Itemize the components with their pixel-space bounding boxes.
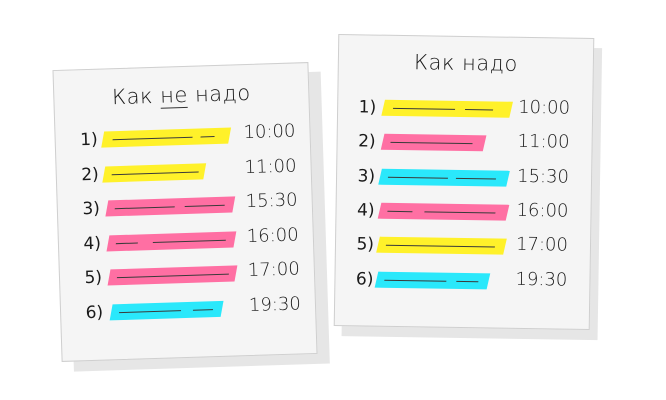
placeholder-line [114, 206, 175, 210]
list-item: 5) 17:00 [336, 234, 592, 260]
placeholder-line [390, 142, 473, 145]
list-item: 1) 10:00 [338, 97, 594, 123]
left-sheet-title: Как не надо [54, 79, 309, 111]
placeholder-line [384, 279, 447, 282]
item-number: 1) [79, 129, 99, 151]
list-item: 1) 10:00 [55, 120, 312, 153]
title-text: надо [187, 80, 252, 107]
list-item: 4) 16:00 [59, 223, 316, 256]
placeholder-line [192, 308, 214, 311]
placeholder-line [387, 176, 449, 179]
list-item: 6) 19:30 [61, 292, 318, 325]
highlight-bar-pink [377, 202, 510, 221]
highlight-bar-yellow [376, 236, 507, 255]
item-number: 4) [356, 200, 375, 221]
item-number: 1) [358, 97, 377, 118]
item-time: 15:30 [516, 165, 570, 188]
item-time: 10:00 [518, 96, 571, 119]
item-number: 2) [81, 164, 100, 185]
item-time: 16:00 [516, 199, 569, 222]
list-item: 5) 17:00 [60, 258, 317, 291]
highlight-bar-cyan [378, 168, 510, 187]
highlight-bar-pink [105, 196, 236, 217]
title-underlined-word: не [159, 82, 189, 109]
item-number: 6) [85, 302, 104, 323]
item-time: 15:30 [245, 189, 298, 213]
item-time: 16:00 [246, 223, 299, 247]
item-time: 11:00 [244, 154, 297, 178]
placeholder-line [115, 241, 138, 244]
item-number: 2) [358, 131, 376, 152]
list-item: 2) 11:00 [337, 131, 593, 157]
placeholder-line [392, 107, 456, 111]
placeholder-line [385, 244, 495, 248]
placeholder-line [387, 210, 413, 213]
list-item: 3) 15:30 [337, 165, 593, 192]
highlight-bar-pink [380, 134, 487, 152]
left-sheet-paper: Как не надо 1) 10:00 2) 11:00 3) 15:30 4) 16:00… [52, 62, 318, 362]
item-number: 5) [356, 234, 375, 255]
placeholder-line [116, 273, 229, 279]
item-number: 3) [82, 198, 101, 220]
right-sheet-title: Как надо [413, 50, 518, 76]
left-sheet: Как не надо 1) 10:00 2) 11:00 3) 15:30 4) 16:00… [52, 62, 330, 372]
right-sheet-paper: Как надо 1) 10:00 2) 11:00 3) 15:30 4) 16:00 5) 1… [333, 34, 595, 330]
item-number: 5) [84, 267, 103, 289]
item-time: 17:00 [515, 234, 569, 256]
title-text: Как [111, 83, 161, 110]
highlight-bar-yellow [102, 162, 207, 183]
placeholder-line [184, 204, 225, 208]
placeholder-line [464, 109, 494, 111]
item-number: 6) [355, 268, 374, 290]
item-time: 17:00 [247, 258, 301, 282]
placeholder-line [152, 239, 226, 243]
placeholder-line [455, 177, 497, 180]
placeholder-line [456, 280, 479, 282]
placeholder-line [111, 171, 199, 175]
highlight-bar-cyan [109, 300, 224, 320]
list-item: 6) 19:30 [335, 268, 591, 294]
highlight-bar-pink [106, 230, 237, 251]
placeholder-line [118, 309, 182, 313]
item-number: 4) [83, 233, 102, 254]
item-time: 19:30 [515, 268, 568, 291]
highlight-bar-pink [107, 265, 238, 286]
highlight-bar-cyan [374, 271, 491, 289]
list-item: 4) 16:00 [336, 200, 592, 226]
right-sheet: Как надо 1) 10:00 2) 11:00 3) 15:30 4) 16:00 5) 1… [333, 34, 603, 341]
item-number: 3) [357, 165, 376, 187]
item-time: 19:30 [248, 292, 302, 316]
item-time: 11:00 [517, 131, 570, 153]
placeholder-line [424, 211, 496, 214]
item-time: 10:00 [243, 120, 296, 144]
list-item: 3) 15:30 [58, 189, 315, 222]
highlight-bar-yellow [381, 99, 513, 118]
placeholder-line [200, 136, 215, 138]
list-item: 2) 11:00 [56, 154, 313, 187]
highlight-bar-yellow [101, 127, 232, 148]
placeholder-line [112, 136, 193, 141]
